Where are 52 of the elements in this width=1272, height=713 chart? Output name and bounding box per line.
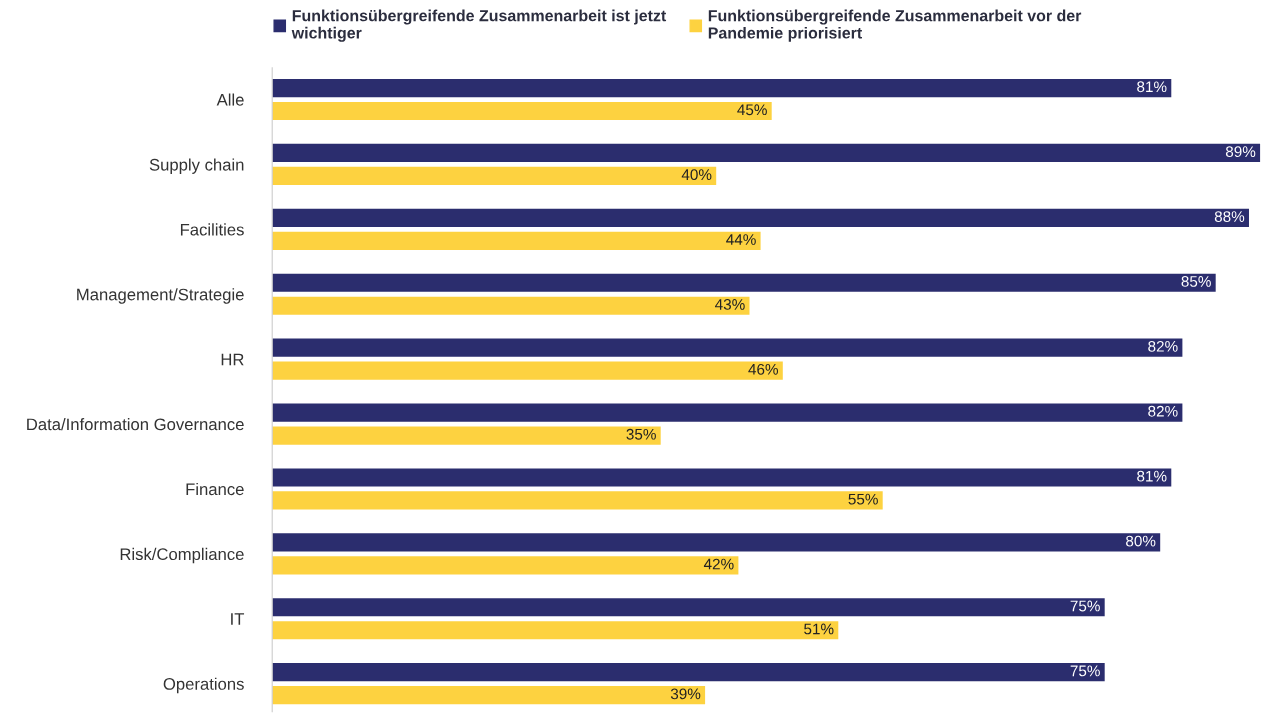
data-label: 55% (848, 493, 878, 505)
data-label: 88% (1214, 211, 1245, 222)
data-label: 43% (715, 299, 745, 310)
data-label: 46% (748, 363, 779, 375)
bar (272, 296, 750, 315)
bar (272, 338, 1183, 357)
y-tick-label: Operations (163, 677, 244, 694)
bar (272, 403, 1183, 422)
data-label: 75% (1070, 665, 1100, 677)
data-label: 75% (1070, 600, 1100, 612)
y-tick-label: Management/Strategie (77, 288, 244, 304)
bar (272, 491, 883, 510)
y-tick-label: IT (231, 613, 245, 625)
y-tick-label: Risk/Compliance (120, 547, 244, 564)
y-tick-label: Finance (186, 482, 244, 496)
bar (272, 686, 706, 705)
bar (272, 231, 761, 250)
data-label: 82% (1148, 405, 1178, 417)
bar (272, 468, 1172, 487)
data-label: 81% (1137, 470, 1167, 482)
data-label: 80% (1126, 535, 1156, 547)
bar (272, 273, 1216, 292)
legend-label: Funktionsübergreifende Zusammenarbeit vor der Pandemie priorisiert (708, 9, 1082, 42)
bar (272, 166, 717, 186)
y-tick-label: Data/Information Governance (27, 418, 244, 431)
data-label: 45% (737, 104, 767, 116)
bar (272, 78, 1172, 98)
bar (272, 621, 839, 640)
data-label: 89% (1225, 146, 1256, 158)
data-label: 40% (681, 169, 712, 181)
legend-label: Funktionsübergreifende Zusammenarbeit ist jetzt wichtiger (291, 9, 667, 42)
data-label: 35% (626, 428, 656, 440)
bar (272, 556, 739, 575)
y-tick-label: Alle (216, 93, 244, 106)
data-label: 81% (1137, 81, 1167, 93)
y-tick-label: HR (221, 353, 244, 366)
bar (272, 533, 1161, 552)
y-tick-label: Facilities (180, 223, 244, 236)
data-label: 85% (1181, 276, 1211, 287)
data-label: 39% (670, 688, 701, 700)
y-tick-label: Supply chain (149, 158, 244, 174)
data-label: 82% (1148, 340, 1178, 352)
bar (272, 663, 1105, 682)
data-label: 44% (726, 234, 756, 245)
data-label: 51% (804, 623, 834, 635)
bar (272, 426, 661, 445)
bar (272, 208, 1249, 227)
data-label: 42% (703, 558, 734, 570)
bar (272, 598, 1105, 617)
bar (272, 101, 772, 121)
bar (272, 143, 1261, 163)
bar (272, 361, 783, 380)
